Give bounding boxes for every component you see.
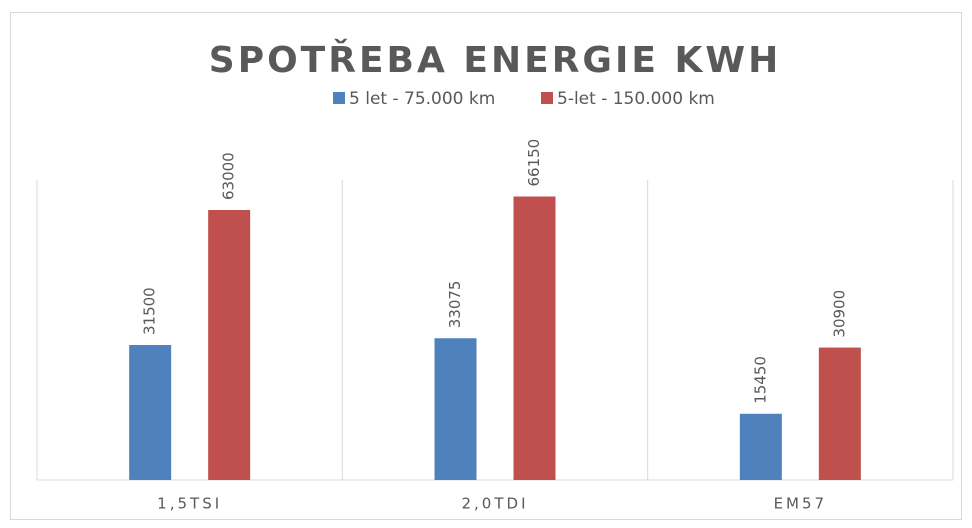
legend-swatch	[333, 92, 345, 104]
bar	[434, 338, 477, 480]
x-tick-label: 2,0TDI	[462, 495, 529, 513]
data-label: 30900	[830, 290, 848, 338]
legend-swatch	[541, 92, 553, 104]
bar	[129, 345, 172, 480]
data-label: 66150	[525, 139, 543, 187]
legend-label: 5 let - 75.000 km	[349, 89, 495, 109]
x-tick-label: EM57	[774, 495, 828, 513]
data-label: 63000	[220, 152, 238, 200]
data-label: 33075	[446, 281, 464, 329]
bar	[208, 210, 251, 480]
data-label: 31500	[141, 287, 159, 335]
data-label: 15450	[751, 356, 769, 404]
x-tick-label: 1,5TSI	[157, 495, 222, 513]
legend-label: 5-let - 150.000 km	[557, 89, 715, 109]
chart-title: SPOTŘEBA ENERGIE KWH	[209, 39, 781, 81]
bar	[739, 413, 782, 480]
bar	[513, 196, 556, 480]
bar	[818, 347, 861, 480]
